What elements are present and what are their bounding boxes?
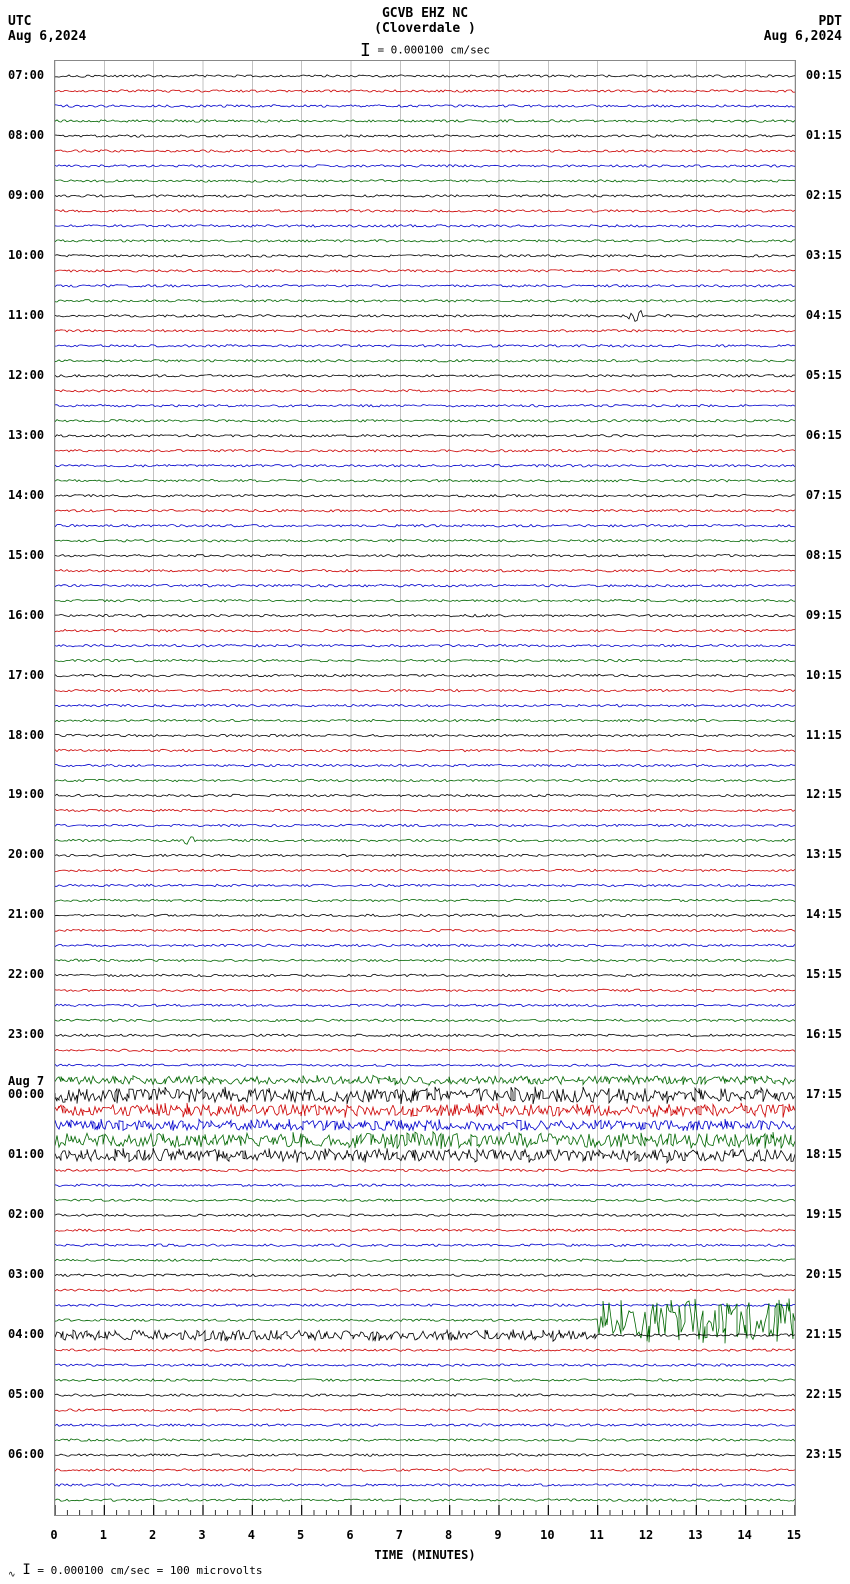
day-break-label: Aug 7 (8, 1074, 44, 1088)
scale-text: = 0.000100 cm/sec (377, 44, 490, 57)
xaxis-tick-label: 4 (248, 1528, 255, 1542)
pdt-hour-label: 18:15 (806, 1147, 842, 1161)
utc-hour-label: 19:00 (8, 787, 44, 801)
pdt-hour-label: 17:15 (806, 1087, 842, 1101)
utc-hour-label: 04:00 (8, 1327, 44, 1341)
seismogram-svg (55, 61, 795, 1515)
utc-hour-label: 07:00 (8, 68, 44, 82)
xaxis-tick-label: 9 (494, 1528, 501, 1542)
utc-hour-label: 12:00 (8, 368, 44, 382)
xaxis-tick-label: 3 (198, 1528, 205, 1542)
utc-hour-label: 05:00 (8, 1387, 44, 1401)
utc-hour-label: 01:00 (8, 1147, 44, 1161)
pdt-hour-label: 00:15 (806, 68, 842, 82)
pdt-hour-label: 04:15 (806, 308, 842, 322)
utc-hour-label: 18:00 (8, 728, 44, 742)
utc-hour-label: 11:00 (8, 308, 44, 322)
utc-hour-label: 15:00 (8, 548, 44, 562)
xaxis-tick-label: 14 (737, 1528, 751, 1542)
pdt-hour-label: 10:15 (806, 668, 842, 682)
utc-hour-label: 00:00 (8, 1087, 44, 1101)
utc-hour-label: 14:00 (8, 488, 44, 502)
seismogram-container: GCVB EHZ NC (Cloverdale ) UTC Aug 6,2024… (0, 0, 850, 1584)
pdt-hour-label: 14:15 (806, 907, 842, 921)
xaxis-tick-label: 15 (787, 1528, 801, 1542)
tz-right: PDT (764, 14, 842, 29)
pdt-hour-label: 09:15 (806, 608, 842, 622)
utc-hour-label: 06:00 (8, 1447, 44, 1461)
pdt-hour-label: 15:15 (806, 967, 842, 981)
xaxis-tick-label: 10 (540, 1528, 554, 1542)
xaxis-tick-label: 8 (445, 1528, 452, 1542)
location-line: (Cloverdale ) (0, 21, 850, 36)
station-line: GCVB EHZ NC (0, 6, 850, 21)
utc-hour-label: 08:00 (8, 128, 44, 142)
pdt-hour-label: 21:15 (806, 1327, 842, 1341)
pdt-hour-label: 02:15 (806, 188, 842, 202)
pdt-hour-label: 22:15 (806, 1387, 842, 1401)
utc-hour-label: 13:00 (8, 428, 44, 442)
xaxis-tick-label: 11 (589, 1528, 603, 1542)
pdt-hour-label: 05:15 (806, 368, 842, 382)
tz-left: UTC (8, 14, 86, 29)
pdt-hour-label: 19:15 (806, 1207, 842, 1221)
xaxis-tick-label: 1 (100, 1528, 107, 1542)
pdt-hour-label: 01:15 (806, 128, 842, 142)
utc-hour-label: 03:00 (8, 1267, 44, 1281)
pdt-hour-label: 03:15 (806, 248, 842, 262)
pdt-hour-label: 13:15 (806, 847, 842, 861)
xaxis-tick-label: 13 (688, 1528, 702, 1542)
utc-hour-label: 16:00 (8, 608, 44, 622)
header-center: GCVB EHZ NC (Cloverdale ) (0, 6, 850, 36)
footer: ∿ I = 0.000100 cm/sec = 100 microvolts (8, 1562, 263, 1580)
xaxis-tick-label: 12 (639, 1528, 653, 1542)
pdt-hour-label: 23:15 (806, 1447, 842, 1461)
pdt-hour-label: 20:15 (806, 1267, 842, 1281)
pdt-hour-label: 07:15 (806, 488, 842, 502)
pdt-hour-label: 11:15 (806, 728, 842, 742)
utc-hour-label: 02:00 (8, 1207, 44, 1221)
xaxis-label: TIME (MINUTES) (0, 1548, 850, 1562)
utc-hour-label: 22:00 (8, 967, 44, 981)
utc-hour-label: 09:00 (8, 188, 44, 202)
utc-hour-label: 10:00 (8, 248, 44, 262)
scale-line: I = 0.000100 cm/sec (0, 40, 850, 61)
xaxis-tick-label: 7 (396, 1528, 403, 1542)
footer-text: = 0.000100 cm/sec = 100 microvolts (37, 1564, 262, 1577)
xaxis-tick-label: 6 (346, 1528, 353, 1542)
utc-hour-label: 20:00 (8, 847, 44, 861)
utc-hour-label: 23:00 (8, 1027, 44, 1041)
pdt-hour-label: 12:15 (806, 787, 842, 801)
plot-area (54, 60, 796, 1516)
pdt-hour-label: 08:15 (806, 548, 842, 562)
xaxis-tick-label: 5 (297, 1528, 304, 1542)
xaxis-tick-label: 2 (149, 1528, 156, 1542)
xaxis-tick-label: 0 (50, 1528, 57, 1542)
pdt-hour-label: 06:15 (806, 428, 842, 442)
utc-hour-label: 21:00 (8, 907, 44, 921)
utc-hour-label: 17:00 (8, 668, 44, 682)
pdt-hour-label: 16:15 (806, 1027, 842, 1041)
